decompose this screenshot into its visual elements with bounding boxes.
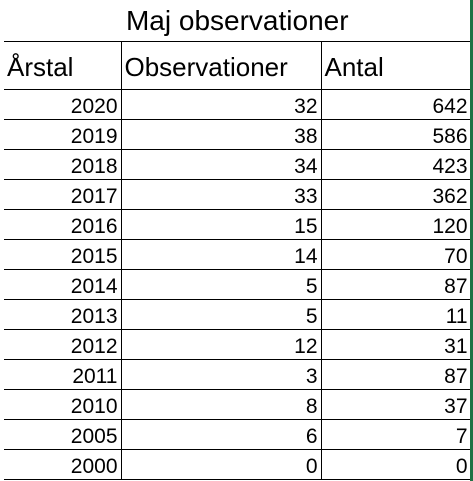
cell-year[interactable]: 2014 <box>4 269 122 300</box>
cell-observations[interactable]: 33 <box>120 179 322 210</box>
cell-year[interactable]: 2000 <box>4 449 122 480</box>
table-row: 2000 0 0 <box>4 449 472 480</box>
cell-count[interactable]: 87 <box>320 359 472 390</box>
cell-observations[interactable]: 38 <box>120 119 322 150</box>
table-row: 2005 6 7 <box>4 419 472 450</box>
cell-count[interactable]: 423 <box>320 149 472 180</box>
header-row: Årstal Observationer Antal <box>4 41 472 90</box>
cell-observations[interactable]: 6 <box>120 419 322 450</box>
cell-count[interactable]: 87 <box>320 269 472 300</box>
cell-count[interactable]: 642 <box>320 89 472 120</box>
cell-count[interactable]: 0 <box>320 449 472 480</box>
column-header-observations[interactable]: Observationer <box>120 41 322 90</box>
cell-year[interactable]: 2010 <box>4 389 122 420</box>
cell-year[interactable]: 2018 <box>4 149 122 180</box>
table-row: 2010 8 37 <box>4 389 472 420</box>
table-row: 2011 3 87 <box>4 359 472 390</box>
cell-year[interactable]: 2015 <box>4 239 122 270</box>
cell-observations[interactable]: 12 <box>120 329 322 360</box>
cell-observations[interactable]: 5 <box>120 299 322 330</box>
cell-count[interactable]: 11 <box>320 299 472 330</box>
cell-count[interactable]: 31 <box>320 329 472 360</box>
table-row: 2017 33 362 <box>4 179 472 210</box>
cell-count[interactable]: 70 <box>320 239 472 270</box>
table-row: 2013 5 11 <box>4 299 472 330</box>
cell-year[interactable]: 2020 <box>4 89 122 120</box>
cell-year[interactable]: 2019 <box>4 119 122 150</box>
cell-count[interactable]: 586 <box>320 119 472 150</box>
column-header-count[interactable]: Antal <box>320 41 472 90</box>
cell-count[interactable]: 7 <box>320 419 472 450</box>
cell-year[interactable]: 2012 <box>4 329 122 360</box>
cell-observations[interactable]: 3 <box>120 359 322 390</box>
table-row: 2016 15 120 <box>4 209 472 240</box>
cell-observations[interactable]: 32 <box>120 89 322 120</box>
cell-observations[interactable]: 34 <box>120 149 322 180</box>
cell-count[interactable]: 37 <box>320 389 472 420</box>
cell-count[interactable]: 120 <box>320 209 472 240</box>
table-row: 2019 38 586 <box>4 119 472 150</box>
table-row: 2015 14 70 <box>4 239 472 270</box>
cell-observations[interactable]: 14 <box>120 239 322 270</box>
cell-year[interactable]: 2005 <box>4 419 122 450</box>
table-row: 2020 32 642 <box>4 89 472 120</box>
cell-year[interactable]: 2017 <box>4 179 122 210</box>
cell-observations[interactable]: 8 <box>120 389 322 420</box>
cell-observations[interactable]: 5 <box>120 269 322 300</box>
selection-edge <box>470 0 473 481</box>
table-row: 2018 34 423 <box>4 149 472 180</box>
cell-observations[interactable]: 0 <box>120 449 322 480</box>
cell-count[interactable]: 362 <box>320 179 472 210</box>
table-row: 2014 5 87 <box>4 269 472 300</box>
data-table: Maj observationer Årstal Observationer A… <box>4 0 472 480</box>
table-title[interactable]: Maj observationer <box>4 0 472 42</box>
column-header-year[interactable]: Årstal <box>4 41 122 90</box>
cell-observations[interactable]: 15 <box>120 209 322 240</box>
cell-year[interactable]: 2016 <box>4 209 122 240</box>
title-row: Maj observationer <box>4 0 472 42</box>
cell-year[interactable]: 2011 <box>4 359 122 390</box>
cell-year[interactable]: 2013 <box>4 299 122 330</box>
table-row: 2012 12 31 <box>4 329 472 360</box>
